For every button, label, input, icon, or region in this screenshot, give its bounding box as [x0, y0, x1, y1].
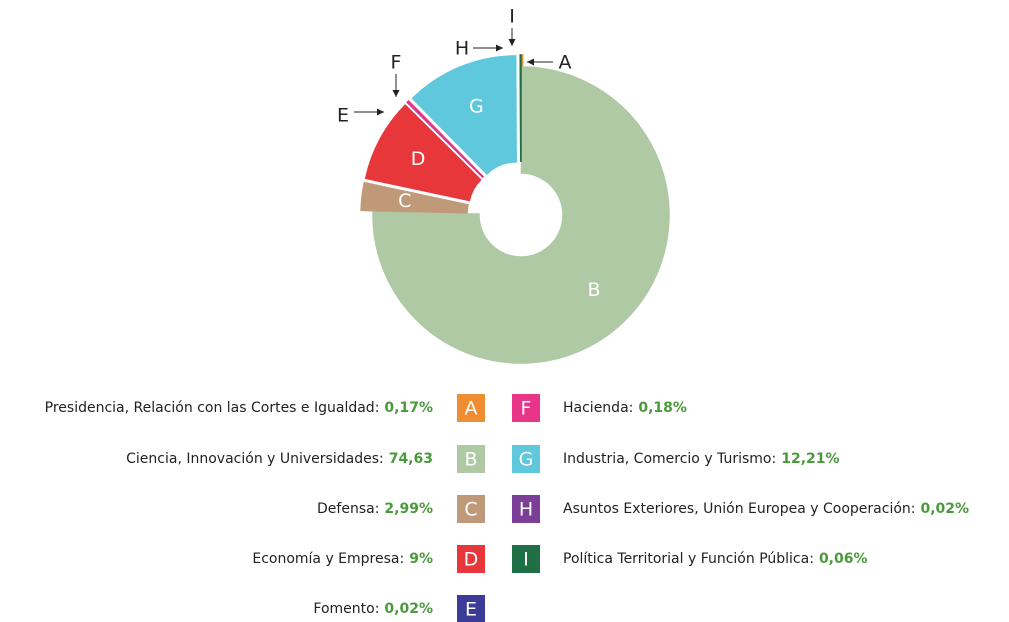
legend-swatch — [512, 495, 540, 523]
pie-slice — [406, 99, 485, 178]
legend-letter: I — [523, 549, 529, 571]
legend-name: Asuntos Exteriores, Unión Europea y Coop… — [563, 501, 916, 517]
slice-label: D — [411, 148, 426, 170]
legend-letter: D — [464, 549, 479, 571]
pie-slice — [411, 55, 517, 176]
slice-callout: E — [337, 105, 349, 127]
pie-slice — [360, 181, 469, 214]
legend-swatch — [457, 445, 485, 473]
legend-value: 12,21% — [781, 451, 839, 467]
legend-value: 2,99% — [384, 501, 433, 517]
legend-value: 0,18% — [638, 400, 687, 416]
legend-letter: C — [464, 499, 477, 521]
legend-name: Presidencia, Relación con las Cortes e I… — [45, 400, 380, 416]
legend-entry: Política Territorial y Función Pública: 0… — [563, 551, 868, 567]
legend-entry: Presidencia, Relación con las Cortes e I… — [45, 400, 433, 416]
slice-callout: I — [509, 6, 515, 28]
legend-swatch — [512, 445, 540, 473]
legend-swatch — [457, 495, 485, 523]
legend-name: Fomento: — [313, 601, 379, 617]
legend-value: 0,06% — [819, 551, 868, 567]
legend-entry: Industria, Comercio y Turismo: 12,21% — [563, 451, 840, 467]
legend-letter: A — [465, 398, 478, 420]
legend-value: 0,02% — [921, 501, 970, 517]
legend-value: 0,02% — [384, 601, 433, 617]
legend-name: Defensa: — [317, 501, 379, 517]
legend-value: 74,63 — [389, 451, 433, 467]
legend-entry: Hacienda: 0,18% — [563, 400, 687, 416]
legend-name: Política Territorial y Función Pública: — [563, 551, 814, 567]
legend-swatch — [512, 545, 540, 573]
legend-entry: Economía y Empresa: 9% — [252, 551, 433, 567]
slice-label: C — [398, 190, 411, 212]
legend-letter: E — [465, 599, 477, 621]
legend-name: Economía y Empresa: — [252, 551, 404, 567]
slice-label: B — [588, 279, 601, 301]
pie-slice — [519, 54, 522, 162]
legend-swatch — [512, 394, 540, 422]
slice-callout: F — [391, 52, 402, 74]
legend-name: Hacienda: — [563, 400, 633, 416]
legend-letter: H — [519, 499, 533, 521]
legend-letter: B — [464, 449, 477, 471]
legend-entry: Ciencia, Innovación y Universidades: 74,6… — [126, 451, 433, 467]
legend-entry: Asuntos Exteriores, Unión Europea y Coop… — [563, 501, 969, 517]
legend-swatch — [457, 394, 485, 422]
legend-letter: G — [519, 449, 534, 471]
pie-slice — [364, 104, 482, 202]
legend-value: 9% — [409, 551, 433, 567]
legend-name: Industria, Comercio y Turismo: — [563, 451, 776, 467]
slice-callout: H — [455, 38, 469, 60]
legend-name: Ciencia, Innovación y Universidades: — [126, 451, 384, 467]
legend-swatch — [457, 545, 485, 573]
legend-entry: Fomento: 0,02% — [313, 601, 433, 617]
slice-callout: A — [559, 52, 572, 74]
legend-value: 0,17% — [384, 400, 433, 416]
slice-label: G — [469, 95, 484, 117]
pie-slice — [372, 66, 670, 364]
legend-letter: F — [521, 398, 532, 420]
legend-swatch — [457, 595, 485, 622]
legend-entry: Defensa: 2,99% — [317, 501, 433, 517]
